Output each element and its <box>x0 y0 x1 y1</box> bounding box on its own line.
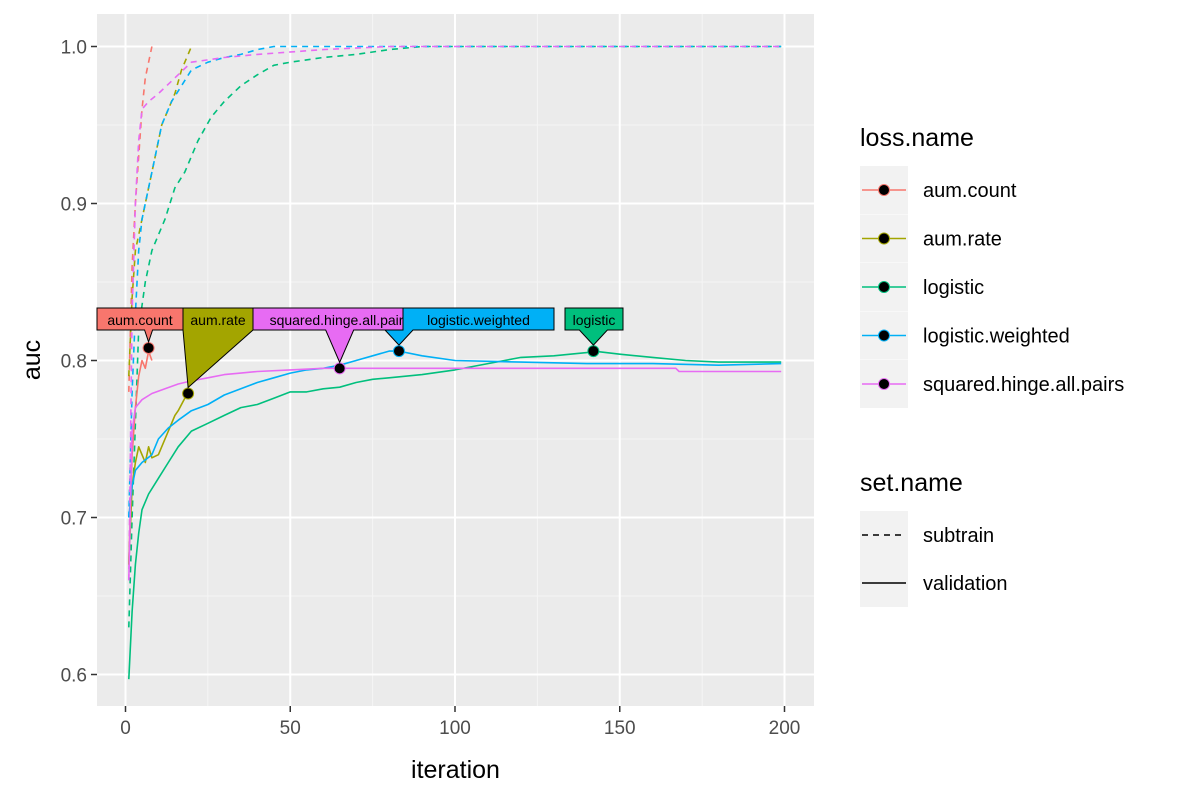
selected-point-logistic-weighted <box>392 345 405 358</box>
legend-linetype-title: set.name <box>860 469 963 497</box>
callout-label: logistic <box>573 312 616 328</box>
callout-label: aum.count <box>107 312 172 328</box>
legend-label: validation <box>923 573 1008 595</box>
legend-label: squared.hinge.all.pairs <box>923 374 1124 396</box>
selected-point-logistic <box>587 345 600 358</box>
x-tick-label: 0 <box>120 718 131 739</box>
legend-color-title: loss.name <box>860 124 974 152</box>
legend-color-entries: aum.count aum.rate logistic logistic.weight… <box>860 166 1124 408</box>
series-line-logistic-validation <box>128 350 782 680</box>
y-tick-label: 0.9 <box>61 195 87 216</box>
callout-logistic: logistic <box>564 307 624 346</box>
x-axis-title: iteration <box>411 756 500 784</box>
legend-item-validation: validation <box>860 559 1008 607</box>
x-axis: 0 50 100 150 200 <box>120 706 800 739</box>
series-line-squared-hinge-all-pairs-subtrain <box>128 45 782 581</box>
series-line-logistic-subtrain <box>128 45 782 628</box>
legend-linetype-entries: subtrain validation <box>860 511 1008 607</box>
y-axis: 0.6 0.7 0.8 0.9 1.0 <box>61 38 97 687</box>
legend: loss.name aum.count aum.rate logistic logis… <box>860 124 1124 607</box>
callout-logistic-weighted: logistic.weighted <box>383 307 555 346</box>
selected-point-squared-hinge-all-pairs <box>333 362 346 375</box>
y-tick-label: 1.0 <box>61 38 87 59</box>
callout-box <box>182 307 254 389</box>
legend-label: aum.count <box>923 180 1017 202</box>
callout-label: aum.rate <box>190 312 245 328</box>
y-tick-label: 0.8 <box>61 352 87 373</box>
legend-item-subtrain: subtrain <box>860 511 994 559</box>
x-tick-label: 150 <box>604 718 636 739</box>
x-tick-label: 200 <box>769 718 801 739</box>
legend-label: aum.rate <box>923 229 1002 251</box>
legend-label: subtrain <box>923 525 994 547</box>
legend-key-point <box>878 184 890 196</box>
series-line-squared-hinge-all-pairs-validation <box>128 367 782 581</box>
series-line-logistic-weighted-validation <box>128 350 782 518</box>
legend-key-point <box>878 329 890 342</box>
callout-label: squared.hinge.all.pairs <box>270 312 411 328</box>
legend-item-logistic-weighted: logistic.weighted <box>860 311 1070 360</box>
legend-label: logistic.weighted <box>923 326 1070 348</box>
direct-labels: aum.count aum.rate squared.hinge.all.pairs… <box>96 307 624 389</box>
legend-item-aum-rate: aum.rate <box>860 214 1002 263</box>
series-line-aum-rate-validation <box>128 389 192 565</box>
selected-points <box>142 341 600 400</box>
series-line-logistic-weighted-subtrain <box>128 45 782 518</box>
legend-item-logistic: logistic <box>860 263 984 311</box>
x-tick-label: 100 <box>439 718 471 739</box>
y-axis-title: auc <box>18 340 46 380</box>
series-line-aum-count-validation <box>128 350 153 565</box>
legend-item-squared-hinge-all-pairs: squared.hinge.all.pairs <box>860 360 1124 408</box>
legend-key-point <box>878 378 890 390</box>
callout-aum-rate: aum.rate <box>182 307 254 389</box>
legend-key-point <box>878 232 890 245</box>
x-tick-label: 50 <box>280 718 301 739</box>
callout-label: logistic.weighted <box>427 312 530 328</box>
callout-box <box>383 307 555 346</box>
callout-box <box>564 307 624 346</box>
y-tick-label: 0.6 <box>61 666 87 687</box>
selected-point-aum-rate <box>182 387 195 400</box>
series-lines <box>128 45 782 680</box>
y-tick-label: 0.7 <box>61 509 87 530</box>
legend-key-point <box>878 281 890 293</box>
legend-label: logistic <box>923 277 984 299</box>
series-line-aum-count-subtrain <box>128 46 153 392</box>
legend-item-aum-count: aum.count <box>860 166 1017 214</box>
selected-point-aum-count <box>142 341 155 354</box>
